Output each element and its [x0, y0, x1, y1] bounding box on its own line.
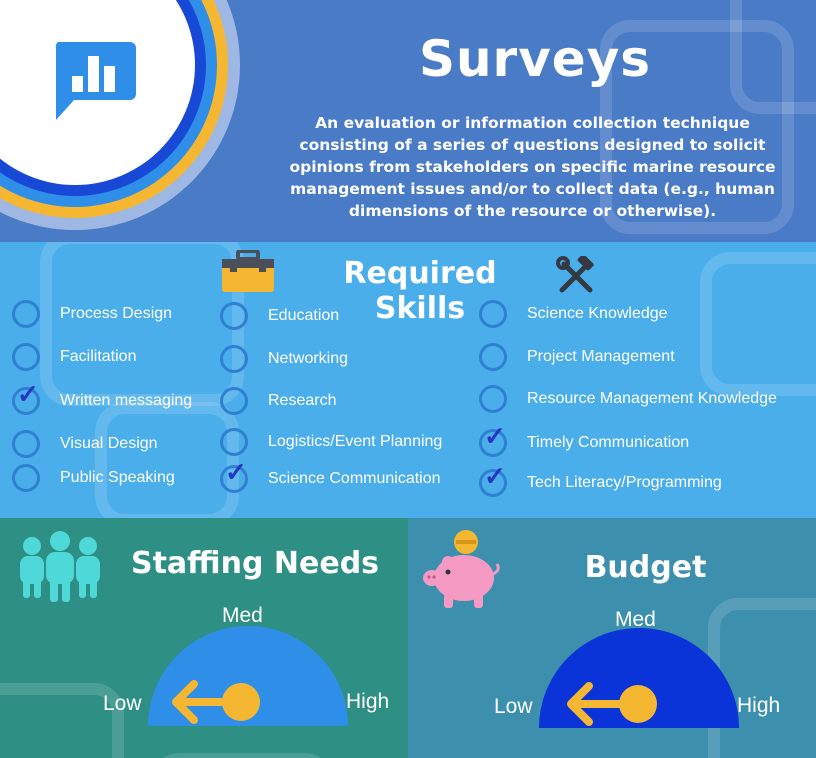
budget-title: Budget [584, 550, 707, 585]
checkbox[interactable] [479, 300, 507, 328]
page-title: Surveys [418, 30, 652, 88]
required-skills-section: Required Skills Process Design Facilitat… [0, 242, 816, 518]
check-icon: ✓ [17, 379, 39, 409]
checkbox[interactable] [220, 302, 248, 330]
skill-item[interactable]: Education [220, 301, 339, 331]
chart-bubble-icon [55, 42, 136, 120]
skill-item[interactable]: ✓ Written messaging [12, 381, 193, 416]
skill-label: Timely Communication [527, 434, 690, 451]
skill-label: Education [268, 307, 340, 324]
checkbox[interactable] [12, 464, 40, 492]
check-icon: ✓ [225, 457, 247, 487]
check-icon: ✓ [484, 461, 506, 491]
skill-label: Research [268, 392, 337, 409]
skill-item[interactable]: Public Speaking [12, 463, 175, 493]
checkbox[interactable] [479, 343, 507, 371]
staffing-title: Staffing Needs [130, 546, 380, 581]
checkbox[interactable]: ✓ [12, 381, 40, 415]
skill-label: Resource Management Knowledge [527, 390, 777, 407]
checkbox[interactable] [220, 345, 248, 373]
skill-item[interactable]: Facilitation [12, 342, 136, 372]
decorative-frame [600, 20, 794, 234]
checkbox[interactable] [12, 430, 40, 458]
skill-label: Project Management [527, 348, 675, 365]
page-description: An evaluation or information collection … [289, 114, 776, 220]
hammer-wrench-icon [556, 256, 594, 293]
people-group-icon [20, 531, 100, 602]
skill-label: Science Knowledge [527, 305, 668, 322]
skill-label: Science Communication [268, 470, 441, 487]
piggy-bank-icon [423, 530, 500, 608]
gauge-low-label: Low [494, 695, 533, 718]
skill-label: Tech Literacy/Programming [527, 474, 722, 491]
staffing-needs-section: Staffing Needs Med Low High [0, 518, 408, 758]
toolbox-icon [222, 250, 274, 292]
decorative-frame [150, 753, 334, 758]
skill-item[interactable]: Logistics/Event Planning [220, 427, 442, 457]
gauge-low-label: Low [103, 692, 142, 715]
gauge-med-label: Med [615, 608, 656, 631]
skills-title: Required Skills [343, 256, 497, 326]
checkbox[interactable]: ✓ [479, 423, 507, 457]
skill-label: Visual Design [60, 435, 158, 452]
checkbox[interactable] [479, 385, 507, 413]
skill-item[interactable]: Networking [220, 344, 348, 374]
checkbox[interactable]: ✓ [479, 463, 507, 497]
header-rings [0, 0, 240, 230]
gauge-high-label: High [346, 690, 390, 713]
skill-label: Facilitation [60, 348, 137, 365]
check-icon: ✓ [484, 421, 506, 451]
gauge-high-label: High [737, 694, 781, 717]
checkbox[interactable]: ✓ [220, 459, 248, 493]
skill-label: Process Design [60, 305, 173, 322]
skill-item[interactable]: ✓ Tech Literacy/Programming [479, 463, 722, 498]
gauge-med-label: Med [222, 604, 263, 627]
decorative-frame [700, 252, 816, 396]
checkbox[interactable] [12, 300, 40, 328]
skill-item[interactable]: Science Knowledge [479, 299, 668, 329]
checkbox[interactable] [220, 428, 248, 456]
skill-label: Public Speaking [60, 469, 175, 486]
skill-label: Networking [268, 350, 349, 367]
gauge-pointer [172, 680, 260, 724]
skill-item[interactable]: ✓ Timely Communication [479, 423, 690, 458]
skill-item[interactable]: Resource Management Knowledge [479, 384, 777, 414]
staffing-gauge [148, 626, 348, 726]
checkbox[interactable] [220, 387, 248, 415]
skill-label: Written messaging [60, 392, 193, 409]
skill-item[interactable]: Project Management [479, 342, 675, 372]
skill-item[interactable]: Visual Design [12, 429, 158, 459]
checkbox[interactable] [12, 343, 40, 371]
skill-item[interactable]: ✓ Science Communication [220, 459, 441, 494]
decorative-frame [730, 0, 816, 114]
header-section: Surveys An evaluation or information col… [0, 0, 816, 242]
decorative-frame [0, 683, 124, 758]
gauge-pointer [567, 682, 657, 726]
budget-section: Budget Med Low High [408, 518, 816, 758]
skill-item[interactable]: Research [220, 386, 336, 416]
skill-label: Logistics/Event Planning [268, 433, 443, 450]
decorative-frame [95, 402, 239, 518]
skill-item[interactable]: Process Design [12, 299, 172, 329]
budget-gauge [539, 628, 739, 728]
